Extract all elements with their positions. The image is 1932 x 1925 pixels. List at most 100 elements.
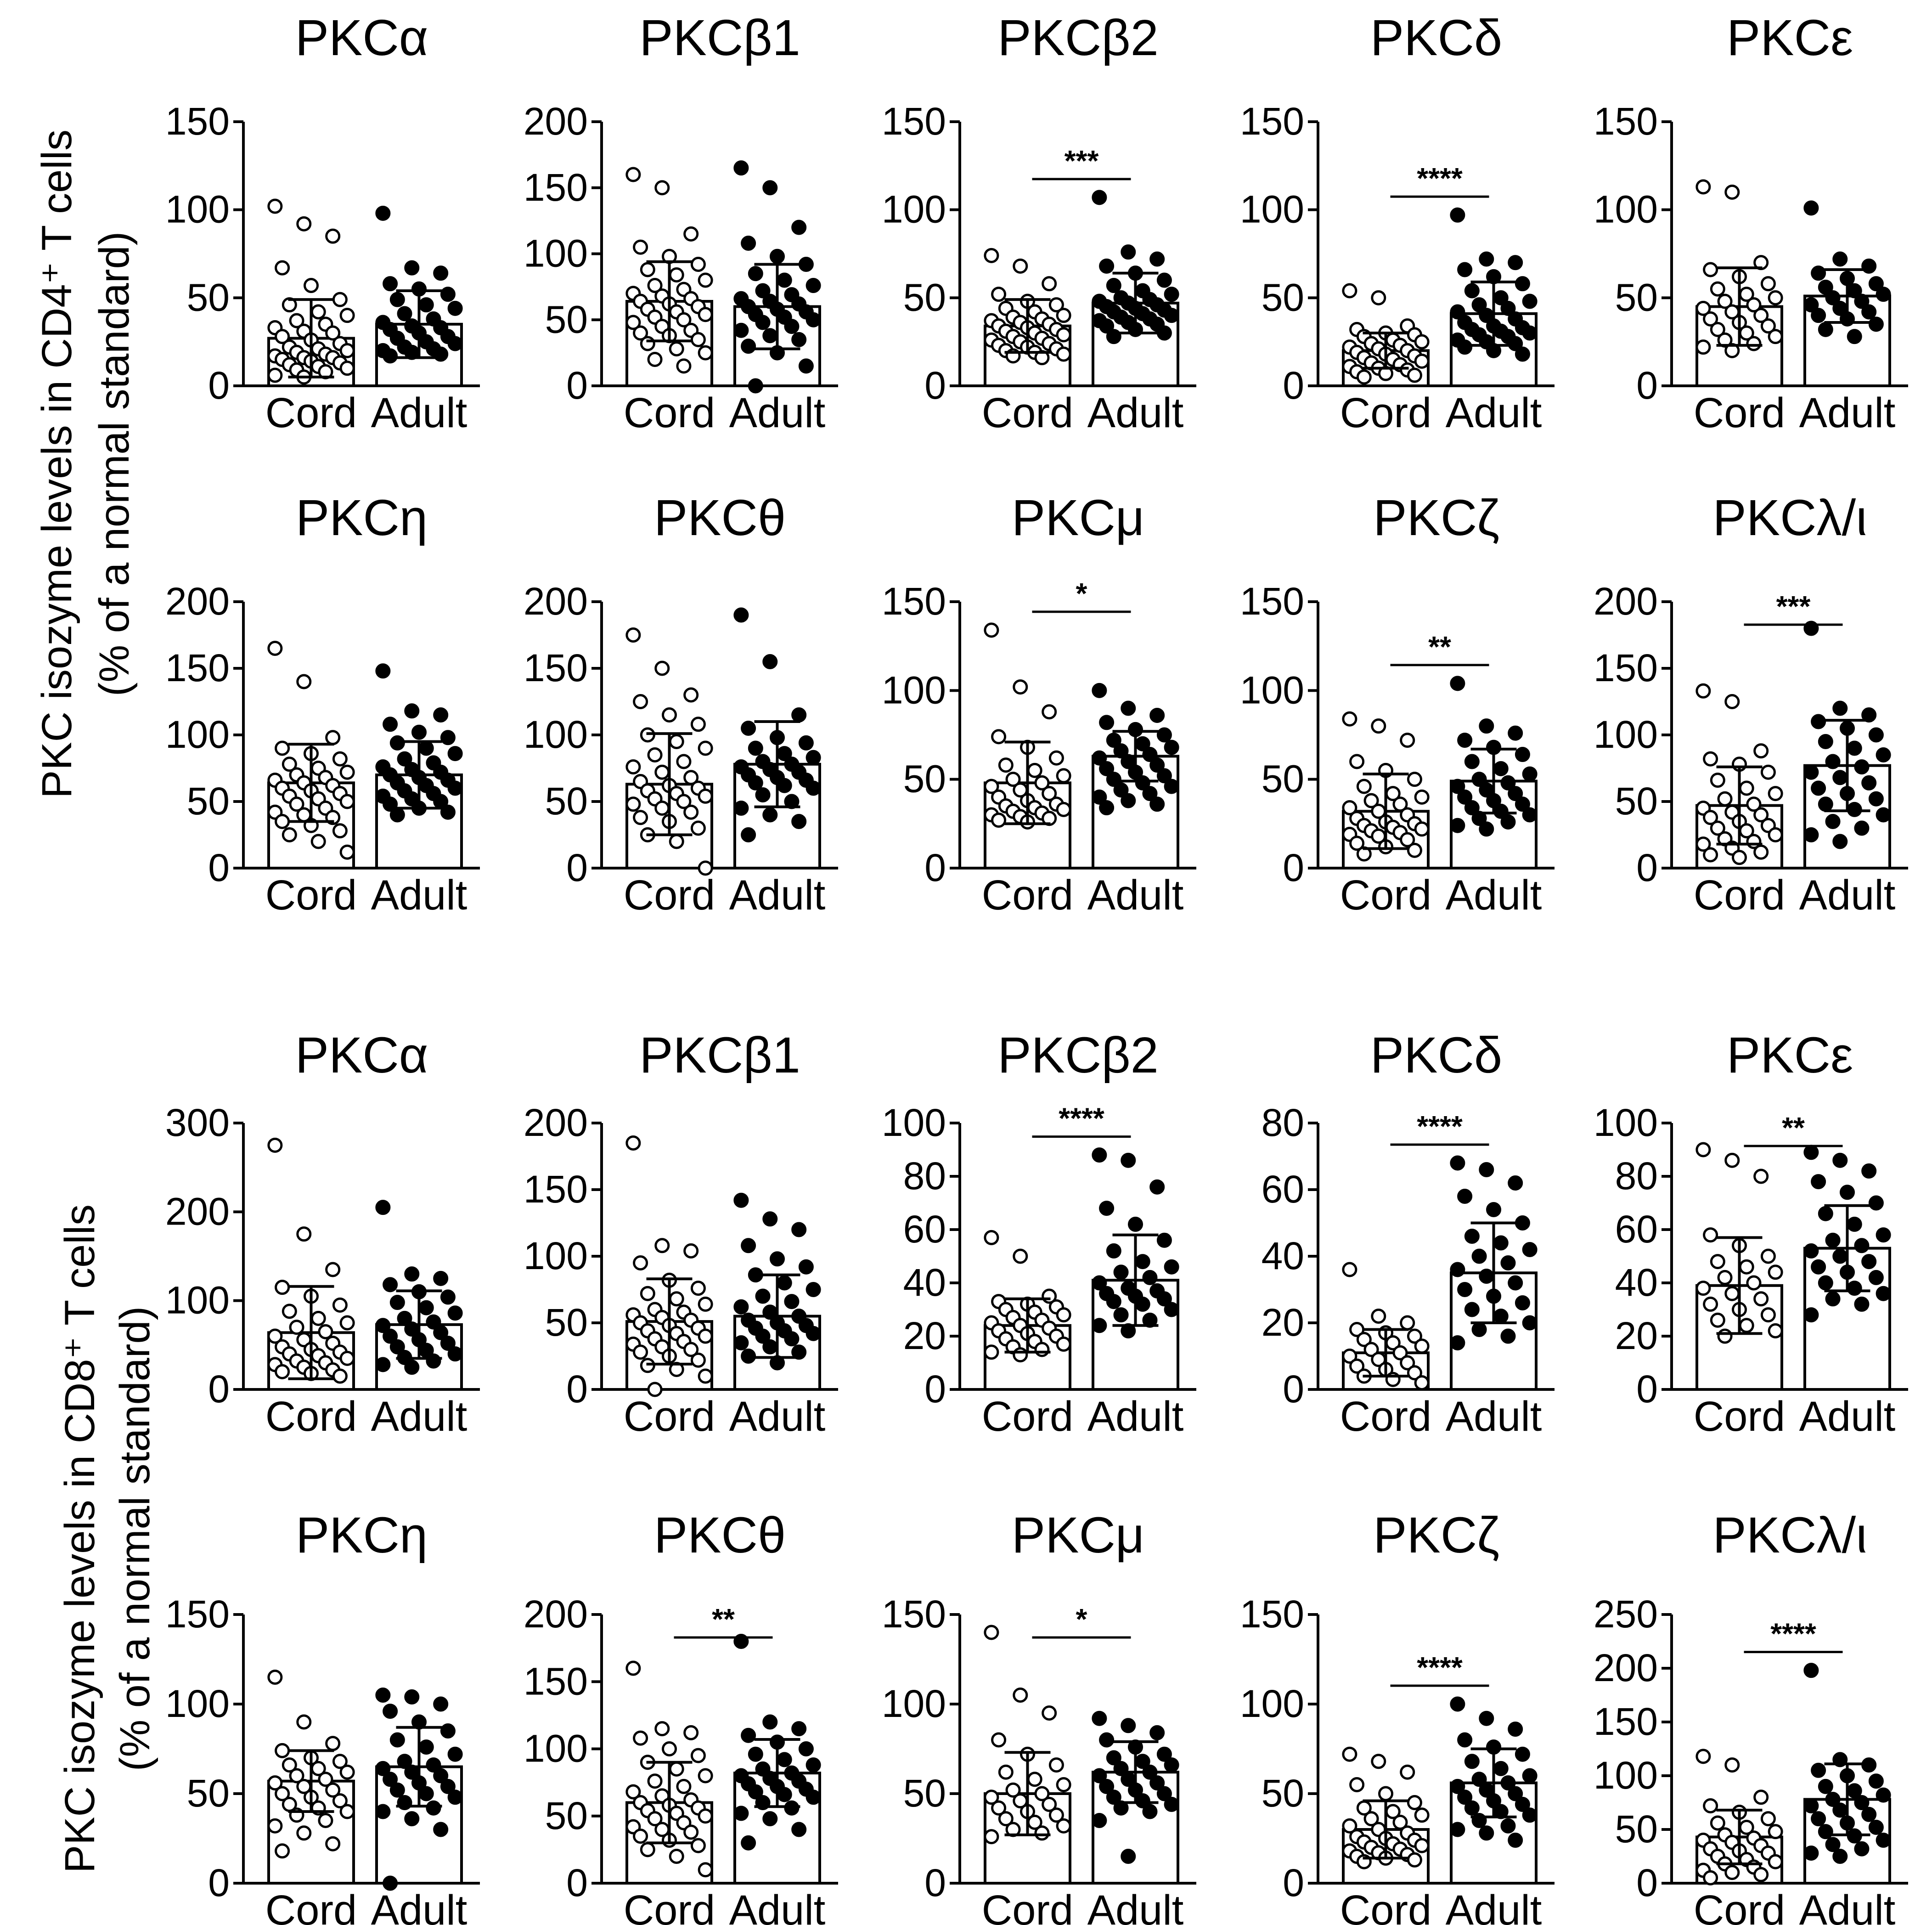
data-point-adult bbox=[1508, 1832, 1523, 1848]
data-point-cord bbox=[633, 1829, 648, 1844]
data-point-adult bbox=[1156, 727, 1172, 743]
data-point-adult bbox=[433, 1325, 449, 1340]
data-point-cord bbox=[1042, 786, 1057, 802]
data-point-adult bbox=[1811, 1762, 1826, 1778]
data-point-adult bbox=[1106, 278, 1121, 293]
data-point-cord bbox=[1703, 262, 1718, 277]
data-point-adult bbox=[404, 1360, 420, 1375]
significance-label: ** bbox=[1782, 1111, 1805, 1144]
data-point-adult bbox=[1149, 707, 1165, 723]
data-point-adult bbox=[805, 1790, 821, 1805]
data-point-cord bbox=[1005, 772, 1021, 787]
y-tick-label: 60 bbox=[1262, 1168, 1304, 1211]
data-point-adult bbox=[1092, 1768, 1107, 1784]
data-point-cord bbox=[325, 228, 341, 244]
data-point-cord bbox=[1414, 334, 1430, 350]
data-point-adult bbox=[805, 278, 821, 293]
data-point-adult bbox=[1868, 727, 1884, 743]
data-point-cord bbox=[1753, 1790, 1769, 1805]
data-point-adult bbox=[1803, 1307, 1819, 1323]
data-point-adult bbox=[762, 654, 778, 669]
data-point-adult bbox=[733, 322, 749, 338]
data-point-adult bbox=[1861, 304, 1877, 320]
data-point-cord bbox=[1703, 751, 1718, 767]
data-point-adult bbox=[389, 1339, 405, 1355]
data-point-adult bbox=[1515, 276, 1530, 292]
data-point-adult bbox=[784, 1294, 800, 1310]
data-point-adult bbox=[1832, 1849, 1848, 1864]
data-point-adult bbox=[1854, 820, 1870, 836]
data-point-cord bbox=[984, 1790, 999, 1805]
data-point-cord bbox=[1056, 768, 1071, 784]
data-point-adult bbox=[1868, 276, 1884, 292]
y-tick-label: 20 bbox=[903, 1314, 946, 1357]
data-point-adult bbox=[1515, 796, 1530, 812]
data-point-adult bbox=[389, 807, 405, 823]
data-point-cord bbox=[1414, 1838, 1430, 1853]
data-point-cord bbox=[991, 729, 1007, 745]
data-point-adult bbox=[1156, 325, 1172, 341]
data-point-cord bbox=[1013, 1688, 1028, 1703]
y-tick-label: 150 bbox=[1594, 1700, 1658, 1743]
data-point-adult bbox=[733, 1335, 749, 1350]
data-point-cord bbox=[1695, 179, 1711, 195]
data-point-cord bbox=[669, 1761, 684, 1777]
data-point-cord bbox=[1042, 704, 1057, 720]
chart-panel: PKCα 0 100 200 300 Cord Adult bbox=[165, 1027, 480, 1440]
data-point-cord bbox=[1703, 810, 1718, 825]
data-point-cord bbox=[267, 641, 283, 656]
data-point-adult bbox=[1854, 294, 1870, 309]
data-point-cord bbox=[1724, 1286, 1740, 1301]
data-point-adult bbox=[1522, 1807, 1538, 1823]
y-tick-label: 100 bbox=[1240, 1682, 1304, 1725]
data-point-cord bbox=[690, 1838, 706, 1853]
data-point-cord bbox=[1400, 1315, 1415, 1331]
data-point-cord bbox=[1717, 294, 1733, 309]
chart-panel: PKCβ2 0 50 100 150 Cord Adult *** bbox=[882, 10, 1196, 436]
data-point-adult bbox=[1099, 1778, 1115, 1794]
category-label-adult: Adult bbox=[371, 872, 468, 919]
y-tick-label: 50 bbox=[903, 1772, 946, 1815]
data-point-adult bbox=[1464, 1302, 1480, 1317]
data-point-cord bbox=[325, 730, 341, 745]
data-point-cord bbox=[984, 622, 999, 638]
data-point-adult bbox=[1471, 1772, 1487, 1787]
data-point-adult bbox=[777, 778, 792, 793]
data-point-adult bbox=[1479, 1269, 1494, 1284]
data-point-adult bbox=[1156, 1746, 1172, 1762]
data-point-cord bbox=[1760, 318, 1776, 334]
data-point-adult bbox=[1854, 759, 1870, 775]
data-point-adult bbox=[1522, 325, 1538, 341]
y-tick-label: 100 bbox=[1240, 188, 1304, 231]
data-point-cord bbox=[1349, 754, 1365, 769]
data-point-adult bbox=[383, 717, 398, 732]
data-point-cord bbox=[1739, 1259, 1754, 1275]
chart-panel: PKCμ 0 50 100 150 Cord Adult * bbox=[882, 1507, 1196, 1925]
data-point-adult bbox=[1099, 1732, 1115, 1748]
y-tick-label: 0 bbox=[566, 364, 588, 407]
category-label-cord: Cord bbox=[265, 390, 357, 436]
category-label-cord: Cord bbox=[265, 872, 357, 919]
data-point-cord bbox=[669, 267, 684, 282]
data-point-adult bbox=[1832, 251, 1848, 267]
y-tick-label: 200 bbox=[524, 100, 588, 143]
y-tick-label: 150 bbox=[1594, 100, 1658, 143]
section-label-cd4-line2: (% of a normal standard) bbox=[91, 231, 138, 696]
category-label-cord: Cord bbox=[624, 872, 715, 919]
category-label-adult: Adult bbox=[1446, 1393, 1542, 1440]
category-label-cord: Cord bbox=[624, 390, 715, 436]
data-point-adult bbox=[1876, 807, 1891, 823]
data-point-cord bbox=[676, 794, 692, 809]
data-point-cord bbox=[998, 1811, 1014, 1827]
y-tick-label: 100 bbox=[882, 1682, 946, 1725]
data-point-cord bbox=[339, 1764, 355, 1780]
data-point-adult bbox=[1121, 1849, 1136, 1864]
significance-label: *** bbox=[1065, 144, 1099, 177]
data-point-cord bbox=[1724, 1152, 1740, 1168]
data-point-cord bbox=[332, 1754, 348, 1769]
data-point-cord bbox=[1392, 796, 1408, 812]
data-point-cord bbox=[1746, 336, 1762, 351]
data-point-adult bbox=[1156, 768, 1172, 784]
data-point-adult bbox=[1500, 814, 1516, 830]
data-point-adult bbox=[755, 1288, 771, 1304]
